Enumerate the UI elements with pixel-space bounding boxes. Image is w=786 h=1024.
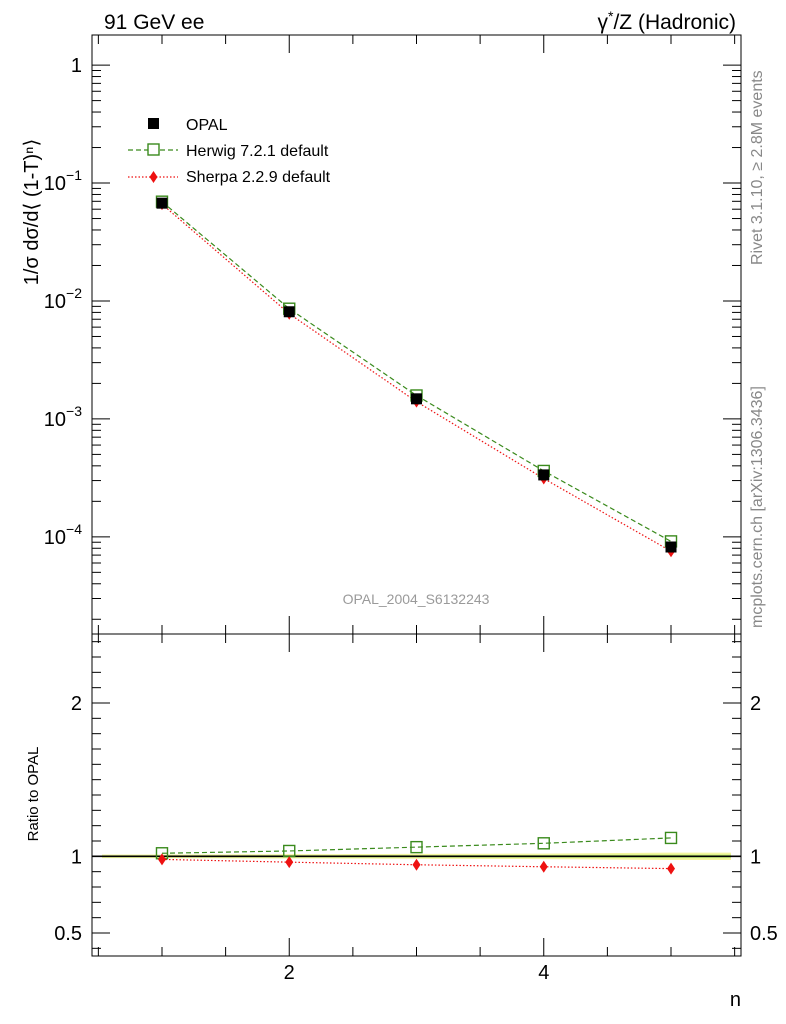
- ratio-point-1: [412, 858, 421, 871]
- main-point-0: [411, 393, 422, 405]
- ratio-point-0: [537, 837, 550, 850]
- main-line-2: [161, 203, 672, 552]
- main-point-0: [156, 197, 168, 209]
- legend-sherpa-marker: [149, 171, 158, 183]
- ratio-y-tick-label-left: 1: [71, 846, 82, 868]
- header-left: 91 GeV ee: [104, 11, 204, 34]
- ratio-point-0: [410, 840, 423, 854]
- ratio-y-tick-label-right: 2: [750, 693, 761, 715]
- ratio-y-ticks: [92, 641, 741, 949]
- ratio-x-ticks: [97, 634, 736, 956]
- header-right: γ*/Z (Hadronic): [598, 8, 736, 34]
- legend-opal-marker: [148, 118, 159, 129]
- main-y-ticks: [92, 64, 741, 620]
- ratio-point-1: [539, 860, 548, 873]
- watermark: OPAL_2004_S6132243: [343, 591, 490, 607]
- ratio-point-1: [285, 856, 294, 869]
- main-y-tick-labels: 1 10−1 10−2 10−3 10−4: [44, 55, 82, 549]
- main-point-0: [283, 306, 295, 318]
- legend-sherpa-label: Sherpa 2.2.9 default: [186, 169, 331, 186]
- ratio-point-1: [157, 853, 166, 866]
- rivet-label: Rivet 3.1.10, ≥ 2.8M events: [749, 70, 766, 265]
- ratio-y-tick-label-right: 0.5: [750, 923, 778, 945]
- ratio-y-axis-label: Ratio to OPAL: [25, 747, 42, 842]
- ratio-x-tick-label: 2: [284, 962, 295, 984]
- main-panel: OPAL_2004_S6132243 1 10−1 10−2 10−3 10−4 1/σ…: [21, 34, 742, 635]
- main-y-tick-label: 10−4: [44, 521, 82, 549]
- ratio-line-1: [161, 858, 672, 870]
- ratio-x-tick-label: 4: [538, 962, 549, 984]
- ratio-line-0: [161, 837, 672, 854]
- main-y-axis-label: 1/σ dσ/d⟨ (1-T)ⁿ⟩: [21, 139, 43, 286]
- main-series: [155, 195, 678, 558]
- legend-herwig-marker: [147, 143, 160, 156]
- x-axis-label: n: [730, 989, 741, 1011]
- ratio-point-0: [664, 831, 678, 845]
- ratio-y-tick-label-right: 1: [750, 846, 761, 868]
- main-line-1: [161, 201, 672, 542]
- main-y-tick-label: 1: [71, 55, 82, 77]
- ratio-point-1: [667, 862, 676, 875]
- main-y-tick-label: 10−3: [44, 403, 82, 431]
- main-point-0: [538, 469, 550, 481]
- ratio-series: [155, 831, 678, 875]
- main-point-0: [665, 541, 677, 553]
- legend: OPAL Herwig 7.2.1 default Sherpa 2.2.9 d…: [128, 117, 331, 186]
- main-x-ticks: [97, 35, 736, 634]
- ratio-uncertainty-band: [92, 852, 741, 861]
- legend-opal-label: OPAL: [186, 117, 228, 134]
- main-y-tick-label: 10−2: [44, 285, 82, 313]
- ratio-y-tick-label-left: 0.5: [54, 923, 82, 945]
- legend-herwig-label: Herwig 7.2.1 default: [186, 143, 329, 160]
- mcplots-label: mcplots.cern.ch [arXiv:1306.3436]: [749, 386, 766, 628]
- ratio-y-tick-label-left: 2: [71, 693, 82, 715]
- ratio-y-tick-labels: 0.5 0.5 1 1 2 2: [54, 693, 778, 945]
- main-y-tick-label: 10−1: [44, 167, 82, 195]
- ratio-frame: [91, 633, 742, 957]
